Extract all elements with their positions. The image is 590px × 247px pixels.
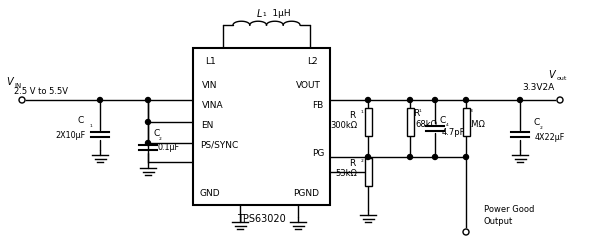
- Circle shape: [146, 141, 150, 145]
- Circle shape: [464, 155, 468, 160]
- Circle shape: [557, 97, 563, 103]
- Text: 1MΩ: 1MΩ: [466, 121, 485, 129]
- Text: ₁: ₁: [90, 122, 93, 128]
- Circle shape: [408, 98, 412, 103]
- Circle shape: [97, 98, 103, 103]
- Text: R: R: [464, 109, 470, 119]
- Circle shape: [464, 98, 468, 103]
- Text: VIN: VIN: [202, 82, 218, 90]
- Text: VOUT: VOUT: [296, 82, 320, 90]
- Text: 2X10μF: 2X10μF: [56, 130, 86, 140]
- Text: C: C: [78, 117, 84, 125]
- Text: Power Good: Power Good: [484, 206, 535, 214]
- Text: PG: PG: [312, 148, 324, 158]
- Text: ₁: ₁: [361, 108, 364, 114]
- Text: L1: L1: [206, 58, 217, 66]
- Text: 0.1μF: 0.1μF: [157, 144, 179, 152]
- Text: 68kΩ: 68kΩ: [415, 121, 437, 129]
- Text: Output: Output: [484, 217, 513, 226]
- Text: FB: FB: [312, 102, 324, 110]
- Circle shape: [463, 229, 469, 235]
- Text: 4.7pF: 4.7pF: [442, 128, 466, 137]
- Text: C: C: [440, 116, 446, 125]
- Text: V: V: [6, 77, 14, 87]
- Text: ₁: ₁: [419, 107, 422, 113]
- Text: PS/SYNC: PS/SYNC: [200, 141, 238, 149]
- Bar: [365, 108, 372, 136]
- Text: L: L: [257, 9, 262, 19]
- Text: TPS63020: TPS63020: [237, 214, 286, 224]
- Bar: [193, 48, 330, 205]
- Text: 4X22μF: 4X22μF: [535, 132, 565, 142]
- Circle shape: [365, 98, 371, 103]
- Text: EN: EN: [201, 122, 213, 130]
- Circle shape: [365, 155, 371, 160]
- Text: C: C: [153, 129, 159, 139]
- Text: 53kΩ: 53kΩ: [335, 169, 357, 179]
- Text: R: R: [349, 110, 355, 120]
- Text: 3.3V2A: 3.3V2A: [523, 83, 555, 92]
- Text: VINA: VINA: [202, 102, 224, 110]
- Text: R: R: [349, 160, 355, 168]
- Text: ₂: ₂: [159, 135, 162, 141]
- Circle shape: [517, 98, 523, 103]
- Bar: [463, 108, 470, 136]
- Text: C: C: [534, 119, 540, 127]
- Circle shape: [19, 97, 25, 103]
- Text: L2: L2: [307, 58, 317, 66]
- Circle shape: [432, 155, 438, 160]
- Circle shape: [432, 98, 438, 103]
- Text: PGND: PGND: [293, 188, 319, 198]
- Circle shape: [146, 120, 150, 124]
- Text: ₁  1μH: ₁ 1μH: [263, 9, 291, 19]
- Bar: [407, 108, 414, 136]
- Text: out: out: [557, 77, 568, 82]
- Text: ₃: ₃: [470, 107, 473, 113]
- Text: IN: IN: [14, 83, 21, 89]
- Text: ₂: ₂: [540, 124, 543, 130]
- Bar: [365, 158, 372, 186]
- Text: GND: GND: [199, 188, 220, 198]
- Text: R: R: [413, 109, 419, 119]
- Text: ₂: ₂: [361, 157, 364, 163]
- Circle shape: [408, 155, 412, 160]
- Circle shape: [146, 98, 150, 103]
- Text: ₄: ₄: [446, 122, 449, 127]
- Text: 300kΩ: 300kΩ: [330, 122, 357, 130]
- Text: V: V: [548, 70, 555, 80]
- Text: 2.5 V to 5.5V: 2.5 V to 5.5V: [14, 87, 68, 97]
